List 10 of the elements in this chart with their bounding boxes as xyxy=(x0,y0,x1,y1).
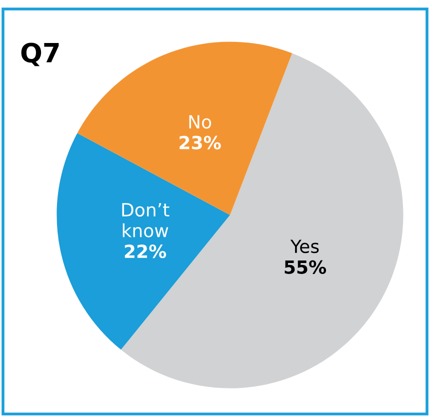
slice-label: No xyxy=(189,115,212,129)
data-label: 55% xyxy=(284,260,326,274)
data-label: 23% xyxy=(180,136,221,150)
chart-title: Q7 xyxy=(21,42,59,66)
data-label: 22% xyxy=(124,244,166,258)
slice-label: Don’t know xyxy=(122,203,170,238)
pie-slice xyxy=(56,133,230,350)
slice-label: Yes xyxy=(290,240,319,254)
pie-slice xyxy=(120,53,404,388)
pie-slice xyxy=(77,42,292,215)
